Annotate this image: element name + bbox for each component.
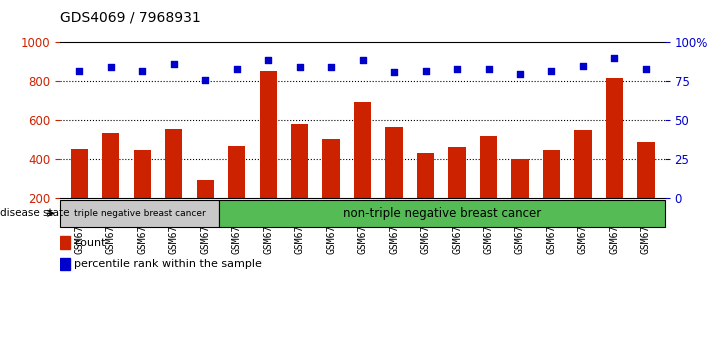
Point [326, 64, 337, 70]
Text: percentile rank within the sample: percentile rank within the sample [74, 259, 262, 269]
Point [105, 64, 117, 70]
Point [388, 69, 400, 75]
Point [137, 68, 148, 73]
Bar [574, 130, 592, 237]
Point [640, 66, 651, 72]
Bar [637, 142, 655, 237]
Bar [60, 236, 70, 249]
Point [168, 62, 179, 67]
Bar [134, 149, 151, 237]
Bar [228, 146, 245, 237]
Bar [291, 124, 309, 237]
Bar [70, 149, 88, 237]
Point [200, 77, 211, 83]
Bar [60, 200, 220, 227]
Bar [480, 136, 497, 237]
Bar [449, 147, 466, 237]
Point [231, 66, 242, 72]
Bar [542, 149, 560, 237]
Point [483, 66, 494, 72]
Text: triple negative breast cancer: triple negative breast cancer [74, 209, 205, 218]
Point [451, 66, 463, 72]
Bar [323, 139, 340, 237]
Point [294, 64, 305, 70]
Bar [606, 78, 623, 237]
Bar [60, 258, 70, 270]
Bar [165, 129, 183, 237]
Point [546, 68, 557, 73]
Text: GDS4069 / 7968931: GDS4069 / 7968931 [60, 11, 201, 25]
Text: non-triple negative breast cancer: non-triple negative breast cancer [343, 207, 541, 220]
Bar [102, 133, 119, 237]
Bar [220, 200, 665, 227]
Bar [385, 127, 402, 237]
Point [262, 57, 274, 62]
Point [514, 71, 525, 76]
Point [577, 63, 589, 69]
Text: disease state: disease state [0, 208, 70, 218]
Bar [354, 102, 371, 237]
Point [74, 68, 85, 73]
Bar [196, 180, 214, 237]
Bar [260, 71, 277, 237]
Point [420, 68, 432, 73]
Point [609, 55, 620, 61]
Bar [511, 159, 529, 237]
Point [357, 57, 368, 62]
Bar [417, 154, 434, 237]
Text: count: count [74, 238, 105, 248]
